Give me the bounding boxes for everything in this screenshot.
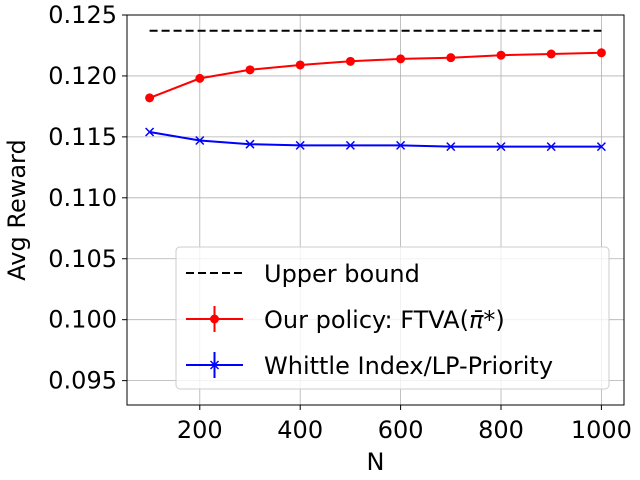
marker-stroke <box>345 140 355 150</box>
x-tick-label: 1000 <box>571 416 632 444</box>
data-point <box>496 50 506 60</box>
x-tick-label: 800 <box>478 416 524 444</box>
data-point <box>195 73 205 83</box>
legend-marker <box>210 314 219 324</box>
marker-stroke <box>496 142 506 152</box>
x-tick-label: 400 <box>277 416 323 444</box>
legend-box <box>175 246 610 390</box>
data-point <box>195 136 205 146</box>
data-point <box>145 93 155 103</box>
plot-frame <box>126 14 625 406</box>
data-point <box>546 49 556 59</box>
y-tick-label: 0.105 <box>48 245 117 273</box>
series-line-3 <box>149 131 602 148</box>
x-tick-label: 600 <box>378 416 424 444</box>
x-axis-label: N <box>367 448 385 476</box>
legend-label-2: Our policy: FTVA(π̄*) <box>264 306 505 334</box>
data-point <box>295 140 305 150</box>
data-point <box>295 60 305 70</box>
data-point <box>245 65 255 75</box>
data-point <box>145 127 155 137</box>
legend-marker <box>209 360 220 370</box>
marker-stroke <box>209 360 220 370</box>
marker-stroke <box>546 142 556 152</box>
series-line-2 <box>149 51 602 99</box>
marker-stroke <box>245 139 255 149</box>
legend-label-1: Upper bound <box>264 260 420 288</box>
marker-stroke <box>596 142 606 152</box>
y-tick-label: 0.125 <box>48 1 117 29</box>
y-tick-label: 0.095 <box>48 367 117 395</box>
data-point <box>446 142 456 152</box>
data-point <box>596 142 606 152</box>
data-point <box>546 142 556 152</box>
y-tick-label: 0.110 <box>48 184 117 212</box>
y-tick-label: 0.115 <box>48 123 117 151</box>
data-point <box>496 142 506 152</box>
y-axis-label: Avg Reward <box>3 139 31 280</box>
data-point <box>345 140 355 150</box>
series-lines <box>145 29 606 152</box>
x-tick-label: 200 <box>177 416 223 444</box>
y-tick-label: 0.100 <box>48 306 117 334</box>
data-point <box>596 48 606 58</box>
data-point <box>345 56 355 66</box>
marker-stroke <box>396 140 406 150</box>
marker-stroke <box>446 142 456 152</box>
legend: Upper bound Our policy: FTVA(π̄*) Whittle … <box>175 246 610 390</box>
data-point <box>446 53 456 63</box>
y-tick-label: 0.120 <box>48 62 117 90</box>
marker-stroke <box>145 127 155 137</box>
data-point <box>396 54 406 64</box>
data-point <box>396 140 406 150</box>
marker-stroke <box>195 136 205 146</box>
marker-stroke <box>295 140 305 150</box>
legend-label-3: Whittle Index/LP-Priority <box>264 352 553 380</box>
data-point <box>245 139 255 149</box>
axis-ticks: 200 400 600 800 1000 0.095 0.100 0.105 0.110 0.11… <box>48 1 632 444</box>
